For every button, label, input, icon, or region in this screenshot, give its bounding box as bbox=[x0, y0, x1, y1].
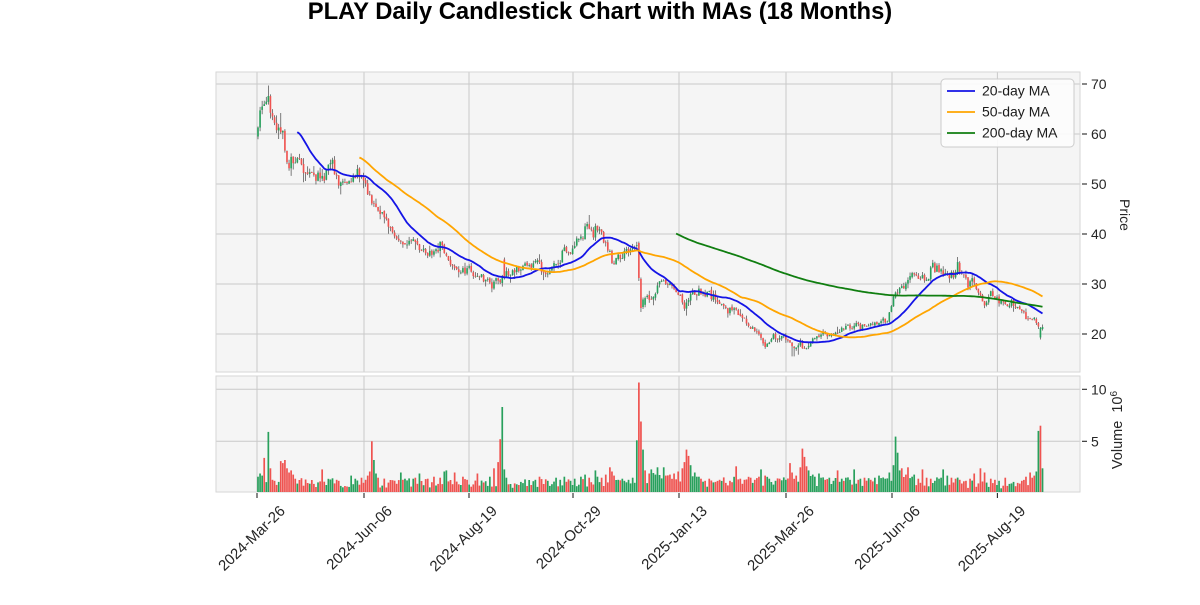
svg-text:Price: Price bbox=[1117, 199, 1133, 231]
svg-text:20: 20 bbox=[1091, 326, 1107, 342]
svg-text:10: 10 bbox=[1091, 381, 1107, 397]
svg-text:200-day MA: 200-day MA bbox=[982, 125, 1058, 141]
svg-text:50: 50 bbox=[1091, 176, 1107, 192]
svg-text:70: 70 bbox=[1091, 76, 1107, 92]
svg-text:5: 5 bbox=[1091, 433, 1099, 449]
svg-text:40: 40 bbox=[1091, 226, 1107, 242]
svg-text:30: 30 bbox=[1091, 276, 1107, 292]
svg-text:50-day MA: 50-day MA bbox=[982, 104, 1050, 120]
svg-text:PLAY Daily Candlestick Chart w: PLAY Daily Candlestick Chart with MAs (1… bbox=[308, 0, 892, 25]
svg-text:20-day MA: 20-day MA bbox=[982, 83, 1050, 99]
svg-text:Volume 106: Volume 106 bbox=[1109, 391, 1126, 470]
svg-text:60: 60 bbox=[1091, 126, 1107, 142]
